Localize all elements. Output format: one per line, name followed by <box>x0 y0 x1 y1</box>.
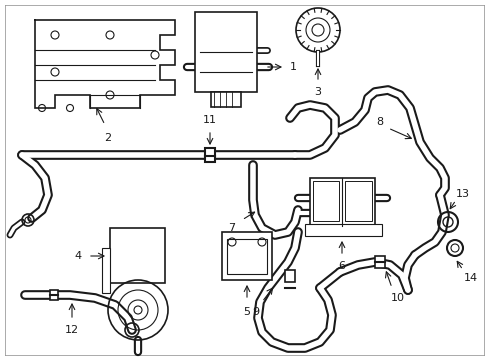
Text: 9: 9 <box>252 307 259 317</box>
Text: 4: 4 <box>74 251 81 261</box>
Text: 10: 10 <box>390 293 404 303</box>
Bar <box>345 181 371 221</box>
Text: 14: 14 <box>463 273 477 283</box>
Text: 7: 7 <box>228 223 235 233</box>
Text: 6: 6 <box>338 261 345 271</box>
Bar <box>374 256 384 268</box>
Text: 11: 11 <box>203 115 217 125</box>
Text: 13: 13 <box>455 189 469 199</box>
Bar <box>285 270 294 282</box>
Text: 3: 3 <box>314 87 321 97</box>
Bar <box>204 148 215 162</box>
Bar <box>195 12 257 92</box>
Bar <box>312 181 338 221</box>
Text: 2: 2 <box>104 133 111 143</box>
Bar <box>110 228 164 283</box>
Bar <box>222 232 271 280</box>
Bar <box>309 178 374 226</box>
Bar <box>226 239 266 274</box>
Text: 5: 5 <box>243 307 250 317</box>
Bar <box>102 248 110 293</box>
Text: 1: 1 <box>289 62 296 72</box>
Text: 12: 12 <box>65 325 79 335</box>
Bar <box>305 224 381 236</box>
Bar <box>50 290 58 300</box>
Text: 8: 8 <box>376 117 383 127</box>
Bar <box>210 92 241 107</box>
